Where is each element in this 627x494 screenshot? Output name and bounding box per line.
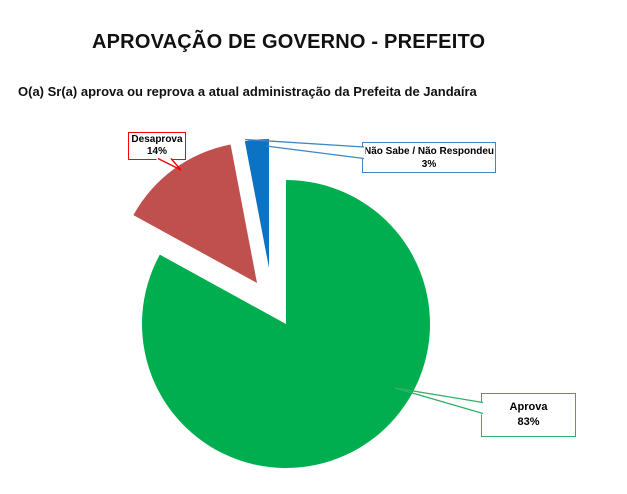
- callout-nao-sabe-value: 3%: [421, 158, 437, 170]
- pie-slice-aprova: [141, 180, 430, 468]
- callout-desaprova-value: 14%: [146, 146, 167, 157]
- pie-slice-desaprova: [133, 144, 257, 283]
- callout-aprova-label: Aprova: [509, 401, 548, 413]
- callout-box-desaprova: Desaprova 14%: [128, 132, 186, 160]
- callout-box-nao-sabe: Não Sabe / Não Respondeu 3%: [362, 142, 496, 173]
- callout-desaprova-label: Desaprova: [131, 134, 183, 145]
- callout-aprova-value: 83%: [517, 416, 540, 428]
- callout-box-aprova: Aprova 83%: [481, 393, 576, 437]
- chart-title: APROVAÇÃO DE GOVERNO - PREFEITO: [92, 31, 486, 53]
- pie-slice-n-o-sabe-n-o-respondeu: [244, 139, 269, 268]
- chart-question: O(a) Sr(a) aprova ou reprova a atual adm…: [18, 84, 477, 99]
- callout-nao-sabe-label: Não Sabe / Não Respondeu: [363, 145, 495, 157]
